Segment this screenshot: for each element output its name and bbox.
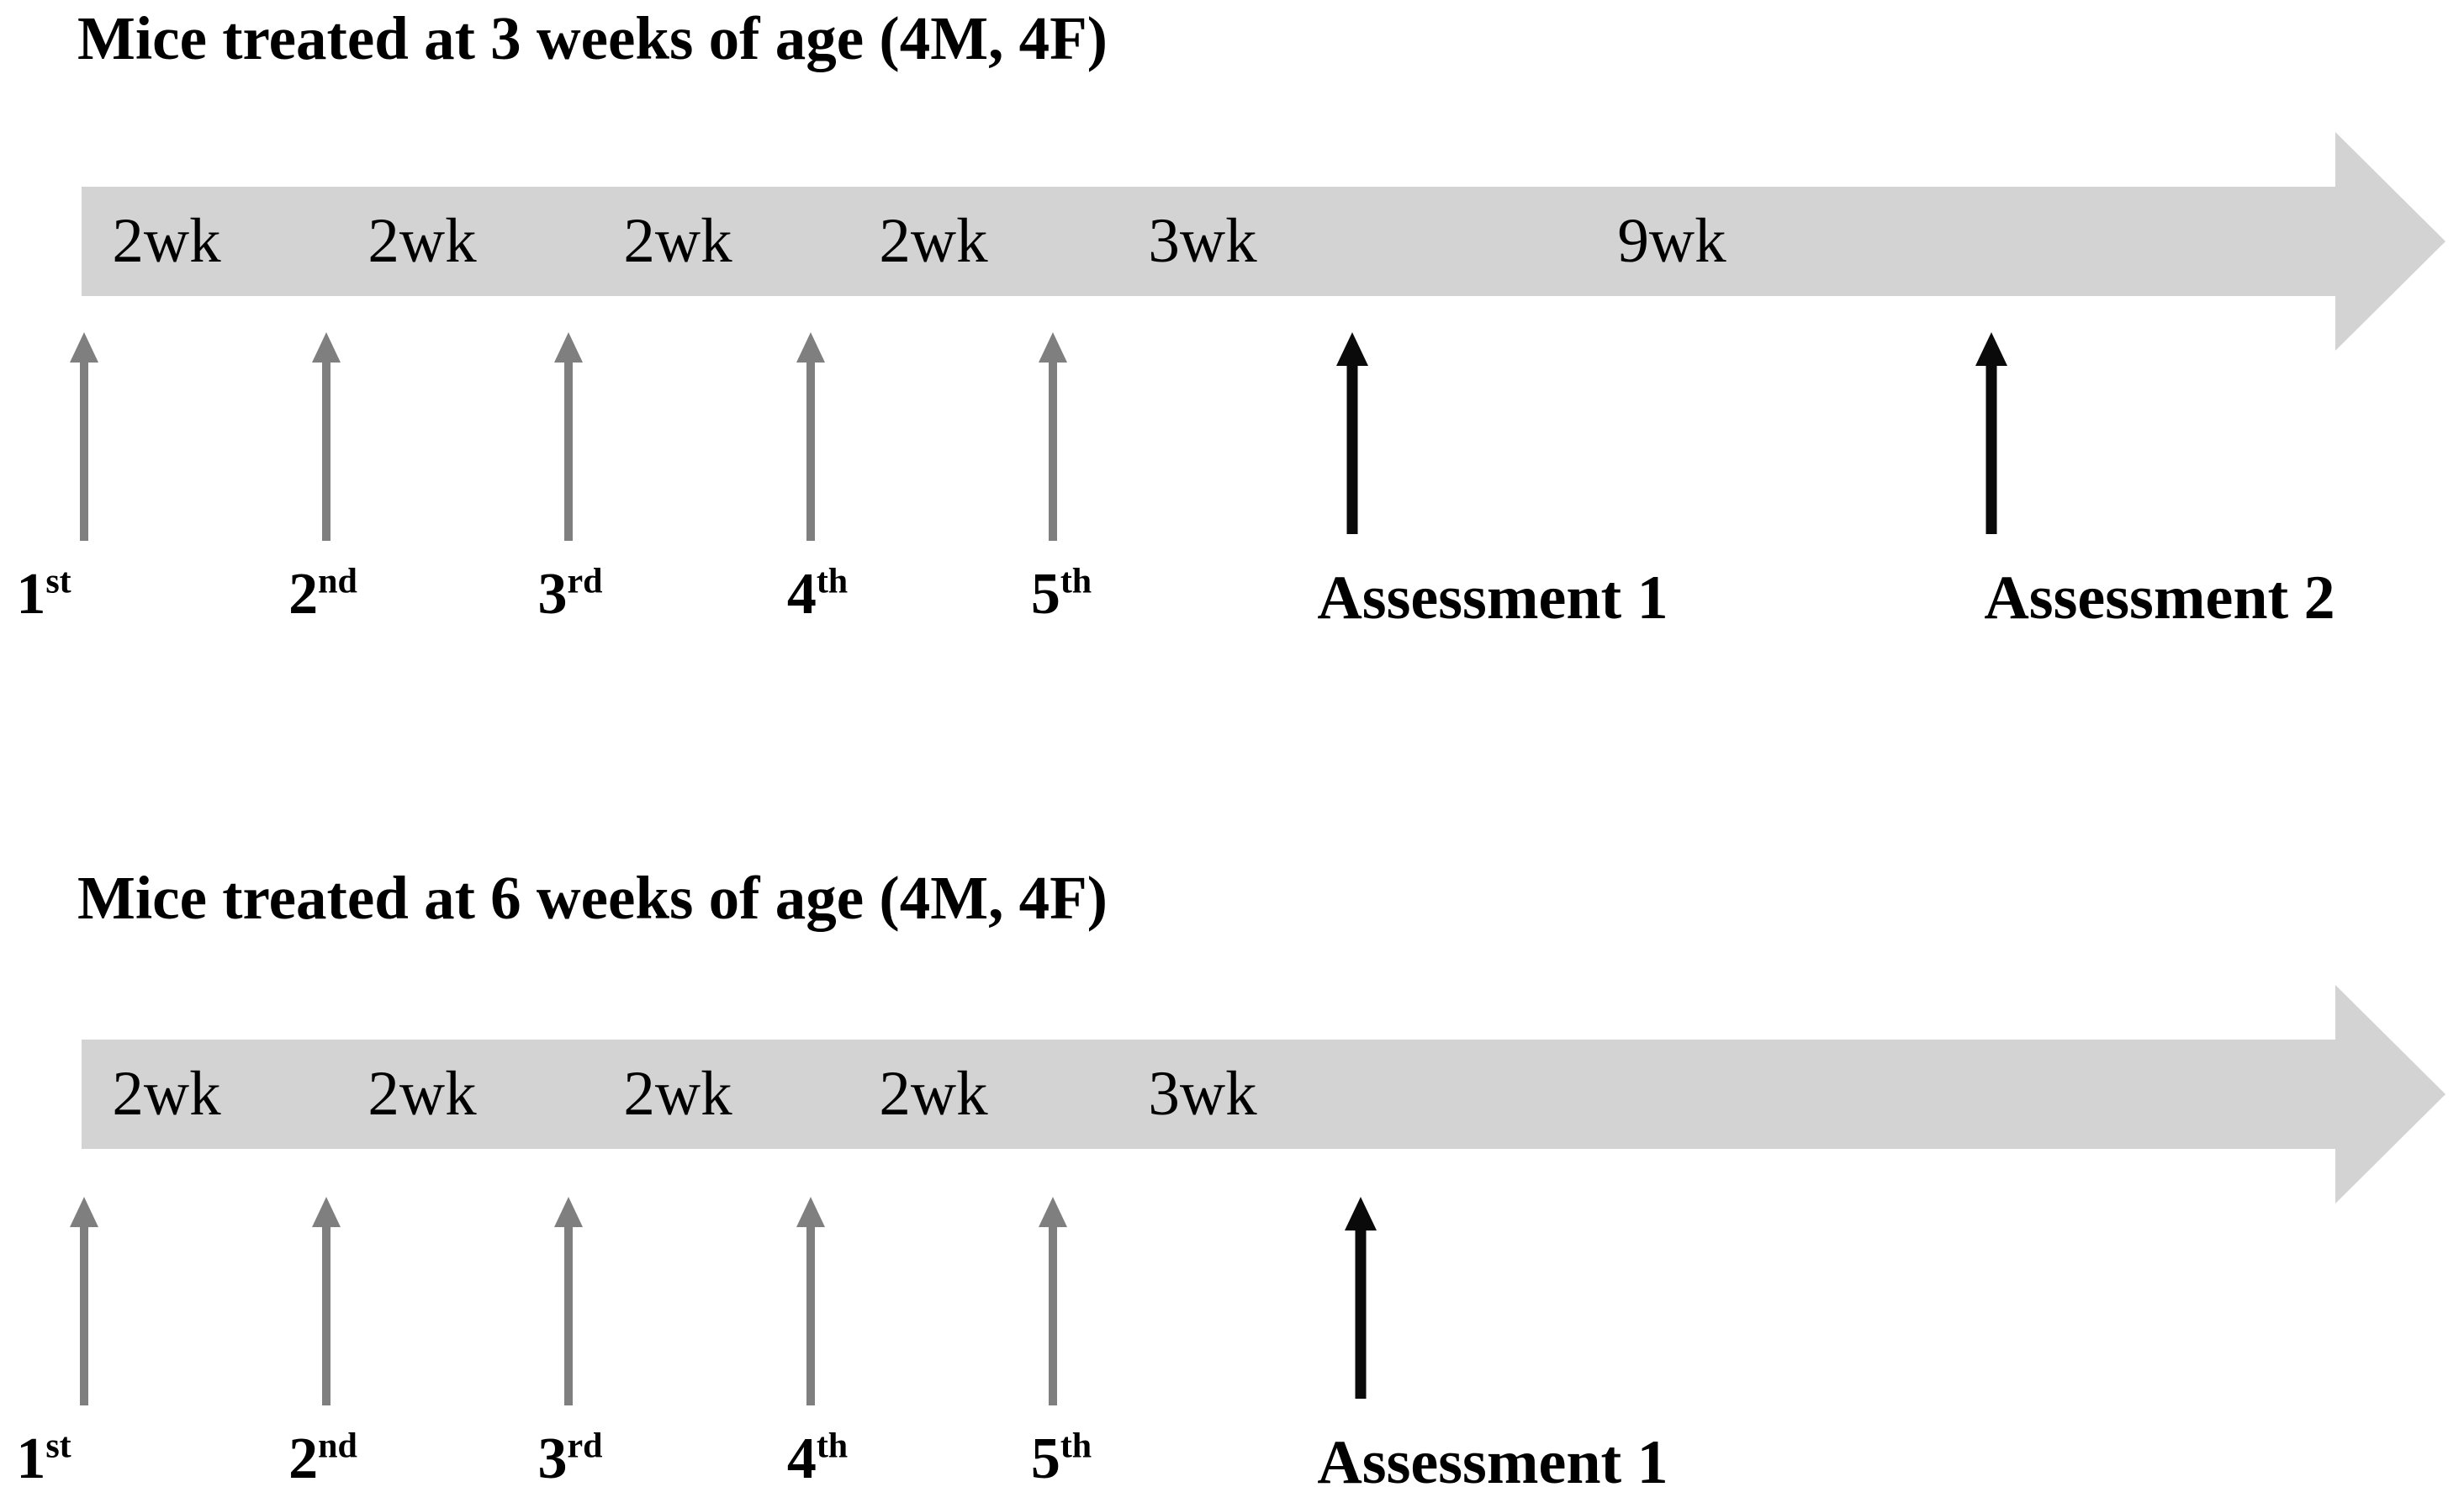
timeline-bar-arrowhead-icon	[2335, 132, 2445, 351]
arrowhead-up-icon	[70, 332, 98, 363]
arrow-shaft	[806, 1224, 815, 1405]
injection-ordinal-label: 2nd	[288, 562, 357, 627]
arrow-shaft	[322, 359, 330, 541]
timeline-bar	[82, 1040, 2335, 1149]
ordinal-suffix: st	[45, 562, 71, 601]
ordinal-number: 5	[1030, 1426, 1060, 1491]
interval-label: 2wk	[623, 1059, 732, 1129]
ordinal-suffix: rd	[567, 1426, 603, 1466]
arrowhead-up-icon	[312, 332, 341, 363]
interval-labels-row: 2wk 2wk 2wk 2wk 3wk	[0, 1040, 2464, 1149]
assessment-label: Assessment 1	[1317, 1428, 1668, 1497]
ordinal-suffix: th	[1060, 1426, 1092, 1466]
timeline-bar	[82, 187, 2335, 296]
injection-ordinals-row: 1st 2nd 3rd 4th 5th	[0, 562, 2464, 666]
injection-ordinal-label: 5th	[1031, 1426, 1092, 1489]
ordinal-suffix: nd	[318, 562, 357, 601]
ordinal-number: 4	[786, 562, 817, 627]
ordinal-suffix: rd	[567, 562, 603, 601]
arrowhead-up-icon	[554, 332, 583, 363]
interval-label: 2wk	[879, 206, 988, 276]
ordinal-suffix: th	[1060, 562, 1092, 601]
ordinal-suffix: nd	[318, 1426, 357, 1466]
arrowhead-up-icon	[1975, 332, 2007, 366]
ordinal-suffix: st	[45, 1426, 71, 1466]
injection-ordinal-label: 1st	[16, 562, 71, 627]
arrowhead-up-icon	[554, 1197, 583, 1227]
injection-ordinal-label: 4th	[787, 1426, 849, 1489]
arrowhead-up-icon	[796, 332, 825, 363]
interval-label: 3wk	[1148, 206, 1257, 276]
interval-labels-row: 2wk 2wk 2wk 2wk 3wk 9wk	[0, 187, 2464, 296]
arrows-row	[0, 332, 2464, 541]
ordinal-number: 5	[1030, 562, 1060, 627]
arrow-shaft	[80, 359, 88, 541]
interval-label: 3wk	[1148, 1059, 1257, 1129]
interval-label: 2wk	[112, 206, 221, 276]
arrow-shaft	[806, 359, 815, 541]
arrow-shaft	[564, 1224, 573, 1405]
arrow-shaft	[1346, 363, 1358, 534]
assessment-label: Assessment 1	[1317, 564, 1668, 632]
arrowhead-up-icon	[70, 1197, 98, 1227]
arrowhead-up-icon	[1336, 332, 1368, 366]
injection-ordinal-label: 5th	[1030, 562, 1092, 627]
ordinal-number: 4	[786, 1426, 817, 1491]
arrowhead-up-icon	[796, 1197, 825, 1227]
assessment-labels-row: Assessment 1 Assessment 2	[0, 567, 2464, 668]
interval-label: 2wk	[367, 206, 477, 276]
arrowhead-up-icon	[1039, 332, 1067, 363]
arrow-shaft	[1985, 363, 1997, 534]
arrowhead-up-icon	[312, 1197, 341, 1227]
arrow-shaft	[1049, 1224, 1057, 1405]
arrow-shaft	[322, 1224, 330, 1405]
injection-ordinals-row: 1st 2nd 3rd 4th 5th	[0, 1426, 2464, 1503]
injection-ordinal-label: 3rd	[538, 1426, 603, 1489]
ordinal-number: 2	[288, 562, 319, 627]
injection-ordinal-label: 3rd	[537, 562, 603, 627]
timeline-bar-arrowhead-icon	[2335, 985, 2445, 1204]
injection-ordinal-label: 1st	[16, 1426, 71, 1489]
arrow-shaft	[1355, 1227, 1367, 1399]
injection-ordinal-label: 4th	[786, 562, 849, 627]
interval-label: 2wk	[879, 1059, 988, 1129]
ordinal-suffix: th	[816, 1426, 849, 1466]
interval-label: 2wk	[623, 206, 732, 276]
timeline-title: Mice treated at 3 weeks of age (4M, 4F)	[77, 4, 1108, 72]
injection-ordinal-label: 2nd	[288, 1426, 357, 1489]
ordinal-number: 1	[16, 1426, 46, 1491]
arrowhead-up-icon	[1345, 1197, 1377, 1230]
arrowhead-up-icon	[1039, 1197, 1067, 1227]
arrow-shaft	[80, 1224, 88, 1405]
interval-label: 2wk	[367, 1059, 477, 1129]
assessment-labels-row: Assessment 1	[0, 1432, 2464, 1503]
arrows-row	[0, 1197, 2464, 1405]
interval-label: 9wk	[1617, 206, 1726, 276]
arrow-shaft	[1049, 359, 1057, 541]
arrow-shaft	[564, 359, 573, 541]
ordinal-suffix: th	[816, 562, 849, 601]
ordinal-number: 2	[288, 1426, 319, 1491]
ordinal-number: 1	[16, 562, 46, 627]
ordinal-number: 3	[537, 562, 568, 627]
interval-label: 2wk	[112, 1059, 221, 1129]
timeline-title: Mice treated at 6 weeks of age (4M, 4F)	[77, 864, 1108, 932]
ordinal-number: 3	[537, 1426, 568, 1491]
assessment-label: Assessment 2	[1984, 564, 2335, 632]
